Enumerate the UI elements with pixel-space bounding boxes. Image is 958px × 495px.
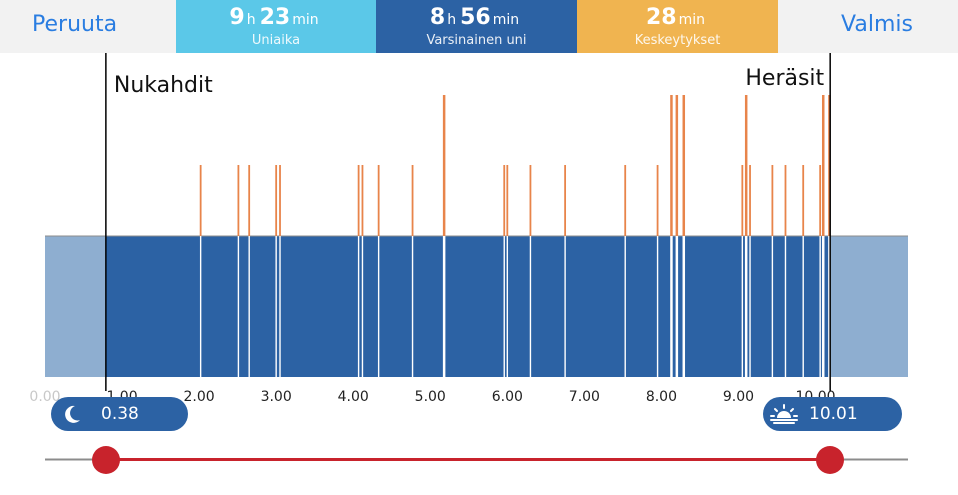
actual-sleep-minutes: 56 [460,5,491,30]
sleep-time-hours: 9 [229,5,245,30]
x-tick-label: 0.00 [29,389,60,405]
x-tick-label: 3.00 [261,389,292,405]
wake-up-pill[interactable]: 10.01 [763,397,902,431]
interruptions-unit: min [678,12,706,28]
sleep-start-pill[interactable]: 0.38 [51,397,188,431]
actual-sleep-hours: 8 [429,5,446,30]
sunrise-icon [770,404,798,424]
x-tick-label: 8.00 [646,389,677,405]
interruption-events [199,95,831,377]
sleep-time-minutes-unit: min [292,12,319,28]
done-button[interactable]: Valmis [841,12,913,37]
out-of-bed-after [830,236,908,377]
x-tick-label: 7.00 [569,389,600,405]
sleep-period [105,236,831,377]
interruptions-label: Keskeytykset [634,33,721,48]
x-tick-label: 5.00 [415,389,446,405]
moon-icon [65,405,80,423]
woke-up-label: Heräsit [745,66,824,91]
actual-sleep-minutes-unit: min [492,12,520,28]
actual-sleep-label: Varsinainen uni [426,33,527,48]
interruptions-stat: 28 min Keskeytykset [577,0,778,53]
x-tick-label: 2.00 [184,389,215,405]
sleep-chart: 0.001.002.003.004.005.006.007.008.009.00… [29,53,908,405]
sleep-start-value: 0.38 [101,404,139,424]
actual-sleep-stat: 8 h 56 min Varsinainen uni [376,0,577,53]
cancel-button[interactable]: Peruuta [32,12,118,37]
sleep-time-hours-unit: h [246,12,256,28]
sleep-time-minutes: 23 [259,5,291,30]
actual-sleep-hours-unit: h [447,12,457,28]
slider-end-handle[interactable] [816,446,845,474]
time-range-slider[interactable] [0,452,958,468]
x-tick-label: 4.00 [338,389,369,405]
interruptions-count: 28 [645,5,677,30]
slider-start-handle[interactable] [91,446,120,474]
x-tick-label: 6.00 [492,389,523,405]
sleep-time-label: Uniaika [251,33,301,48]
wake-up-value: 10.01 [809,404,858,424]
fell-asleep-label: Nukahdit [114,73,213,98]
x-axis-ticks: 0.001.002.003.004.005.006.007.008.009.00… [29,389,835,405]
out-of-bed-before [45,236,106,377]
sleep-time-stat: 9 h 23 min Uniaika [176,0,376,53]
x-tick-label: 9.00 [723,389,754,405]
